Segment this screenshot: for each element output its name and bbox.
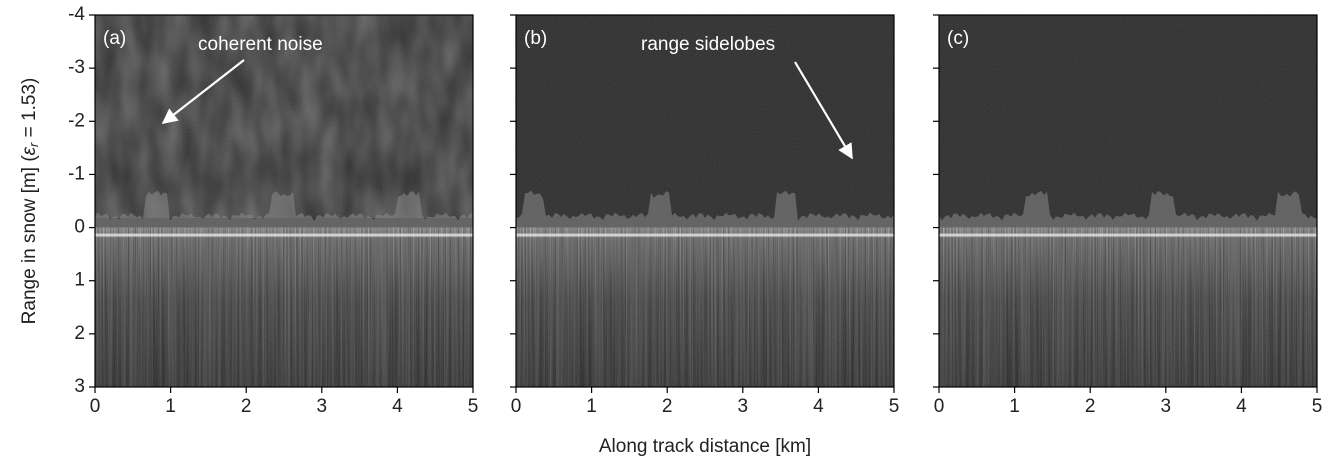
x-tick-label: 1	[1009, 396, 1020, 417]
x-tick-label: 1	[586, 396, 597, 417]
y-axis-label-text: = 1.53)	[19, 78, 40, 143]
panel: 0 1 2 3 4 5 (b) range sidelobes Along track dist…	[510, 14, 900, 457]
y-tick-label: 0	[74, 217, 85, 238]
x-tick-label: 5	[468, 396, 479, 417]
panel: 0 1 2 3 4 5 -4 -3 -2 -1 0 1 2 3 (a) coherent noise Range…	[19, 4, 478, 417]
coherent-noise-texture	[95, 15, 473, 218]
annotation-arrow	[794, 61, 853, 160]
surface-clutter	[516, 190, 894, 228]
x-tick-label: 5	[889, 396, 900, 417]
x-tick-label: 2	[241, 396, 252, 417]
axes-frame	[515, 14, 895, 388]
surface-line	[516, 233, 894, 237]
x-tick-label: 0	[511, 396, 522, 417]
y-tick-label: -4	[68, 4, 85, 25]
y-tick-label: 3	[74, 376, 85, 397]
x-tick-label: 2	[1085, 396, 1096, 417]
speckle	[939, 15, 1317, 387]
surface-clutter	[95, 190, 473, 228]
annotation: coherent noise	[198, 34, 323, 55]
surface-clutter	[939, 190, 1317, 228]
x-tick-label: 4	[1236, 396, 1247, 417]
y-axis-label-subscript: r	[26, 142, 41, 147]
x-tick-label: 3	[317, 396, 328, 417]
surface-line	[95, 233, 473, 237]
panel: 0 1 2 3 4 5 (c)	[933, 14, 1323, 417]
annotation: range sidelobes	[641, 34, 775, 55]
speckle	[516, 15, 894, 387]
panel-label: (a)	[103, 28, 126, 49]
x-tick-label: 0	[90, 396, 101, 417]
y-axis-label-symbol: ε	[19, 146, 40, 155]
x-tick-label: 4	[392, 396, 403, 417]
y-tick-label: 2	[74, 323, 85, 344]
annotation-arrow	[161, 59, 245, 124]
surface-line	[939, 233, 1317, 237]
y-tick-label: 1	[74, 270, 85, 291]
x-tick-label: 4	[813, 396, 824, 417]
x-tick-label: 5	[1312, 396, 1323, 417]
axes-frame	[94, 14, 474, 388]
x-tick-label: 0	[934, 396, 945, 417]
x-tick-label: 1	[165, 396, 176, 417]
x-axis-label: Along track distance [km]	[599, 436, 811, 457]
y-tick-label: -2	[68, 110, 85, 131]
panel-label: (c)	[947, 28, 969, 49]
y-axis-label-text: Range in snow [m] (	[19, 155, 40, 325]
x-tick-label: 3	[1161, 396, 1172, 417]
x-tick-label: 2	[662, 396, 673, 417]
y-axis-label: Range in snow [m] (εr = 1.53)	[19, 78, 41, 325]
y-tick-label: -1	[68, 163, 85, 184]
x-tick-label: 3	[738, 396, 749, 417]
panel-label: (b)	[524, 28, 547, 49]
y-tick-label: -3	[68, 57, 85, 78]
axes-frame	[938, 14, 1318, 388]
